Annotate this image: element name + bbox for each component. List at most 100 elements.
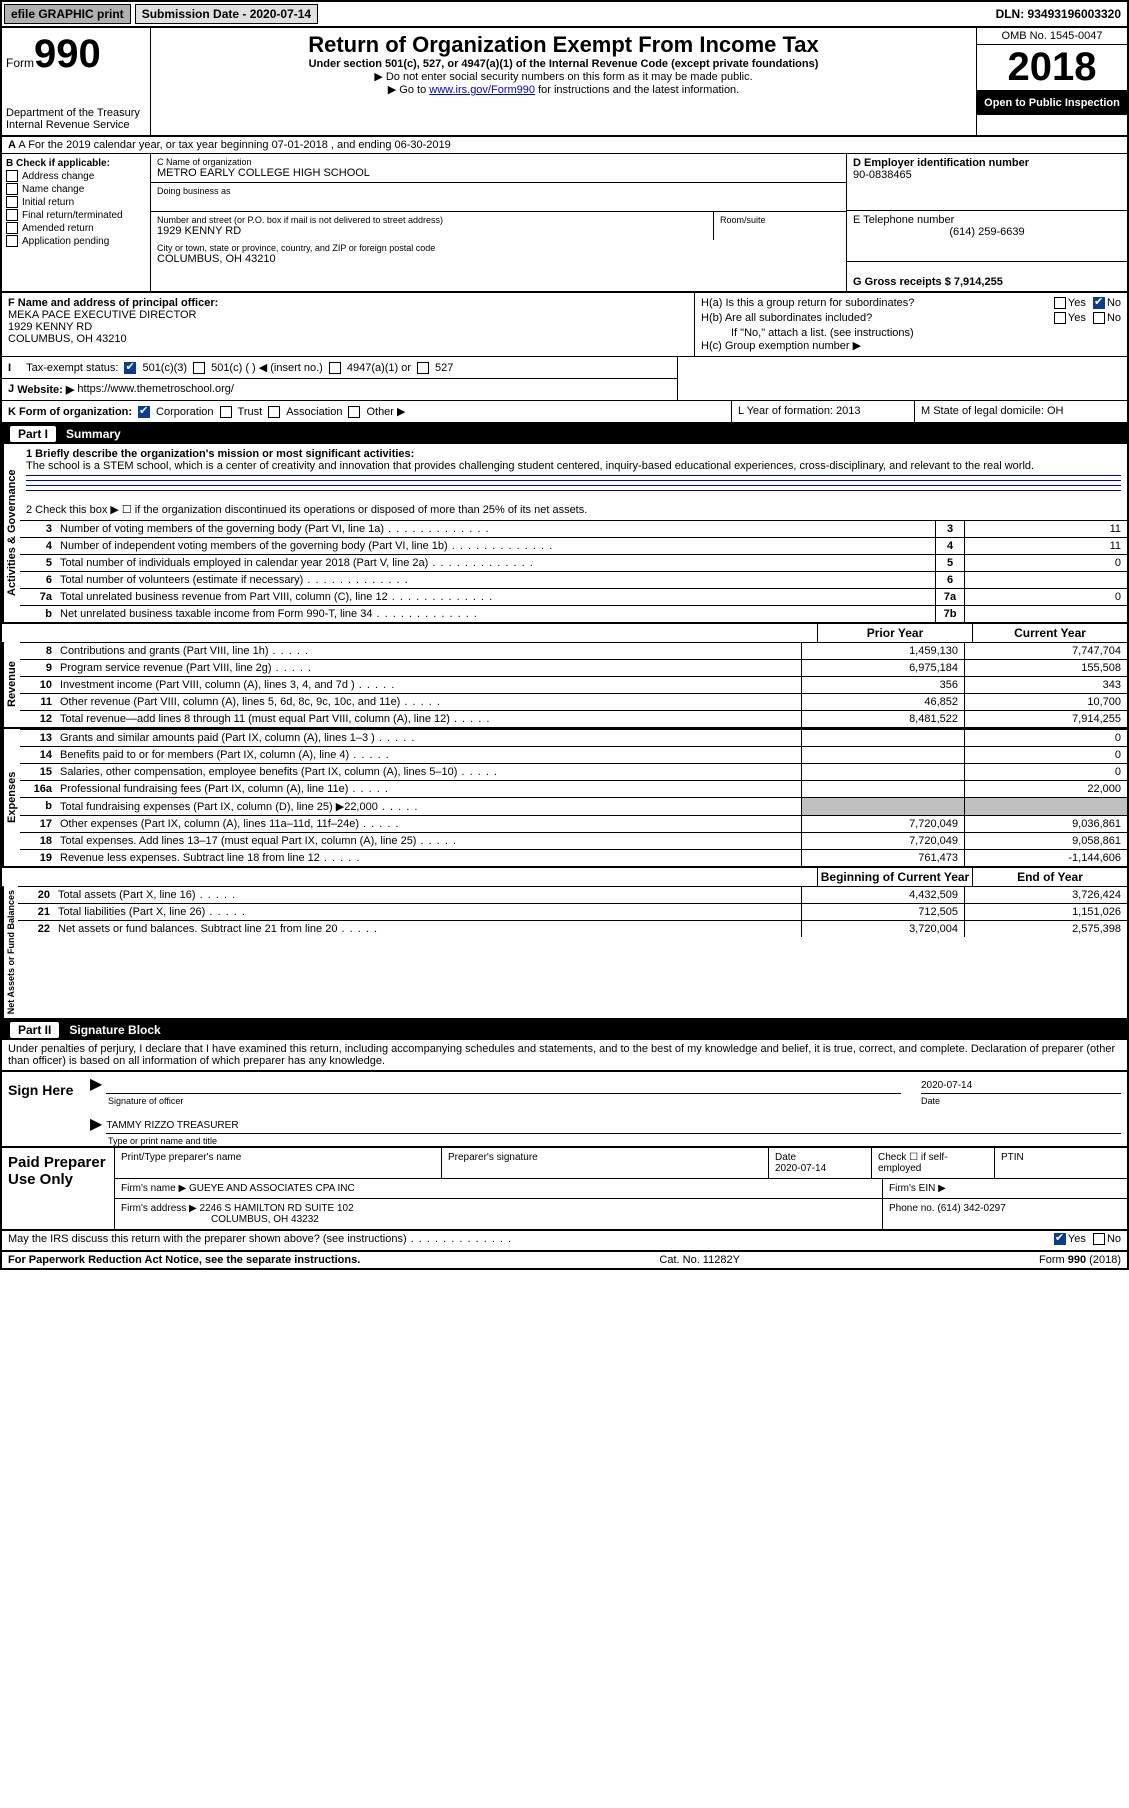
summary-line-12: 12Total revenue—add lines 8 through 11 (… bbox=[20, 710, 1127, 727]
website-url: https://www.themetroschool.org/ bbox=[77, 383, 234, 396]
address-cell: Number and street (or P.O. box if mail i… bbox=[151, 212, 846, 240]
chk-amended[interactable] bbox=[6, 222, 18, 234]
dba-label: Doing business as bbox=[157, 186, 840, 196]
chk-discuss-yes[interactable] bbox=[1054, 1233, 1066, 1245]
sub3-post: for instructions and the latest informat… bbox=[535, 84, 739, 96]
summary-body: Activities & Governance 1 Briefly descri… bbox=[2, 444, 1127, 1020]
k-label: K Form of organization: bbox=[8, 406, 132, 418]
org-name-cell: C Name of organization METRO EARLY COLLE… bbox=[151, 154, 846, 183]
chk-name-change[interactable] bbox=[6, 183, 18, 195]
summary-line-b: bNet unrelated business taxable income f… bbox=[20, 605, 1127, 622]
opt-501c3: 501(c)(3) bbox=[142, 362, 187, 374]
header-sub3: ▶ Go to www.irs.gov/Form990 for instruct… bbox=[157, 83, 970, 96]
chk-corp[interactable] bbox=[138, 406, 150, 418]
row-a-taxyear: A A For the 2019 calendar year, or tax y… bbox=[2, 137, 1127, 154]
summary-line-4: 4Number of independent voting members of… bbox=[20, 537, 1127, 554]
sig-date-value: 2020-07-14 bbox=[921, 1080, 972, 1091]
sig-name-value: TAMMY RIZZO TREASURER bbox=[106, 1120, 238, 1131]
efile-button[interactable]: efile GRAPHIC print bbox=[4, 4, 131, 24]
chk-trust[interactable] bbox=[220, 406, 232, 418]
sect-net: Net Assets or Fund Balances 20Total asse… bbox=[2, 886, 1127, 1018]
chk-address-change[interactable] bbox=[6, 170, 18, 182]
paid-row2: Firm's name ▶ GUEYE AND ASSOCIATES CPA I… bbox=[115, 1179, 1127, 1199]
dln-label: DLN: 93493196003320 bbox=[996, 7, 1127, 21]
opt-assoc: Association bbox=[286, 406, 342, 418]
vlabel-net: Net Assets or Fund Balances bbox=[2, 886, 18, 1018]
ha-yes: Yes bbox=[1068, 297, 1086, 309]
arrow-icon-2: ▶ bbox=[90, 1114, 102, 1134]
opt-address-change: Address change bbox=[22, 171, 94, 182]
part1-header: Part I Summary bbox=[2, 424, 1127, 444]
hb-no: No bbox=[1107, 312, 1121, 324]
row-i-j-wrap: I Tax-exempt status: 501(c)(3) 501(c) ( … bbox=[2, 357, 1127, 401]
open-public-badge: Open to Public Inspection bbox=[977, 91, 1127, 115]
prep-name-label: Print/Type preparer's name bbox=[115, 1148, 442, 1178]
prep-sig-label: Preparer's signature bbox=[442, 1148, 769, 1178]
sect-exp: Expenses 13Grants and similar amounts pa… bbox=[2, 727, 1127, 866]
prep-date-label: Date bbox=[775, 1152, 796, 1163]
section-fh: F Name and address of principal officer:… bbox=[2, 293, 1127, 357]
discuss-row: May the IRS discuss this return with the… bbox=[2, 1231, 1127, 1252]
discuss-yes: Yes bbox=[1068, 1233, 1086, 1245]
opt-527: 527 bbox=[435, 362, 453, 374]
summary-line-9: 9Program service revenue (Part VIII, lin… bbox=[20, 659, 1127, 676]
opt-501c: 501(c) ( ) ◀ (insert no.) bbox=[211, 361, 323, 374]
discuss-label: May the IRS discuss this return with the… bbox=[8, 1233, 512, 1248]
part1-title: Summary bbox=[66, 427, 121, 441]
box-b: B Check if applicable: Address change Na… bbox=[2, 154, 151, 291]
chk-app-pending[interactable] bbox=[6, 235, 18, 247]
chk-other[interactable] bbox=[348, 406, 360, 418]
dept-treasury: Department of the Treasury bbox=[6, 107, 146, 119]
exp-content: 13Grants and similar amounts paid (Part … bbox=[20, 729, 1127, 866]
chk-discuss-no[interactable] bbox=[1093, 1233, 1105, 1245]
paid-title: Paid Preparer Use Only bbox=[2, 1148, 115, 1229]
chk-501c[interactable] bbox=[193, 362, 205, 374]
sig-officer-field[interactable] bbox=[106, 1080, 901, 1094]
part1-num: Part I bbox=[10, 426, 56, 442]
summary-line-19: 19Revenue less expenses. Subtract line 1… bbox=[20, 849, 1127, 866]
officer-name: MEKA PACE EXECUTIVE DIRECTOR bbox=[8, 309, 688, 321]
irs-label: Internal Revenue Service bbox=[6, 119, 146, 131]
chk-hb-yes[interactable] bbox=[1054, 312, 1066, 324]
opt-initial-return: Initial return bbox=[22, 197, 74, 208]
website-label: Website: ▶ bbox=[17, 383, 74, 396]
sig-name-field: TAMMY RIZZO TREASURER bbox=[106, 1120, 1121, 1134]
top-bar: efile GRAPHIC print Submission Date - 20… bbox=[2, 2, 1127, 28]
form-number: Form990 bbox=[6, 32, 146, 77]
j-label: J bbox=[8, 383, 14, 396]
summary-line-22: 22Net assets or fund balances. Subtract … bbox=[18, 920, 1127, 937]
city-cell: City or town, state or province, country… bbox=[151, 240, 846, 268]
py-cy-header: Prior Year Current Year bbox=[2, 622, 1127, 642]
part2-num: Part II bbox=[10, 1022, 59, 1038]
pra-notice: For Paperwork Reduction Act Notice, see … bbox=[8, 1254, 360, 1266]
firm-phone: Phone no. (614) 342-0297 bbox=[883, 1199, 1127, 1229]
submission-date-button[interactable]: Submission Date - 2020-07-14 bbox=[135, 4, 318, 24]
chk-4947[interactable] bbox=[329, 362, 341, 374]
chk-527[interactable] bbox=[417, 362, 429, 374]
paid-right: Print/Type preparer's name Preparer's si… bbox=[115, 1148, 1127, 1229]
form990-link[interactable]: www.irs.gov/Form990 bbox=[429, 84, 535, 96]
row-a-text: A For the 2019 calendar year, or tax yea… bbox=[18, 139, 450, 151]
prep-date-value: 2020-07-14 bbox=[775, 1163, 826, 1174]
box-f: F Name and address of principal officer:… bbox=[2, 293, 694, 356]
summary-line-15: 15Salaries, other compensation, employee… bbox=[20, 763, 1127, 780]
chk-final-return[interactable] bbox=[6, 209, 18, 221]
chk-ha-yes[interactable] bbox=[1054, 297, 1066, 309]
chk-ha-no[interactable] bbox=[1093, 297, 1105, 309]
sub3-pre: ▶ Go to bbox=[388, 84, 429, 96]
summary-line-7a: 7aTotal unrelated business revenue from … bbox=[20, 588, 1127, 605]
chk-initial-return[interactable] bbox=[6, 196, 18, 208]
box-f-label: F Name and address of principal officer: bbox=[8, 297, 688, 309]
firm-name-value: GUEYE AND ASSOCIATES CPA INC bbox=[189, 1183, 355, 1194]
summary-line-b: bTotal fundraising expenses (Part IX, co… bbox=[20, 797, 1127, 815]
arrow-icon: ▶ bbox=[90, 1074, 102, 1094]
officer-addr: 1929 KENNY RD bbox=[8, 321, 688, 333]
hb-note: If "No," attach a list. (see instruction… bbox=[701, 327, 1121, 339]
chk-assoc[interactable] bbox=[268, 406, 280, 418]
ag-content: 1 Briefly describe the organization's mi… bbox=[20, 444, 1127, 622]
form-footer: Form 990 (2018) bbox=[1039, 1254, 1121, 1266]
chk-501c3[interactable] bbox=[124, 362, 136, 374]
room-label: Room/suite bbox=[720, 215, 840, 225]
header-left: Form990 Department of the Treasury Inter… bbox=[2, 28, 151, 135]
chk-hb-no[interactable] bbox=[1093, 312, 1105, 324]
